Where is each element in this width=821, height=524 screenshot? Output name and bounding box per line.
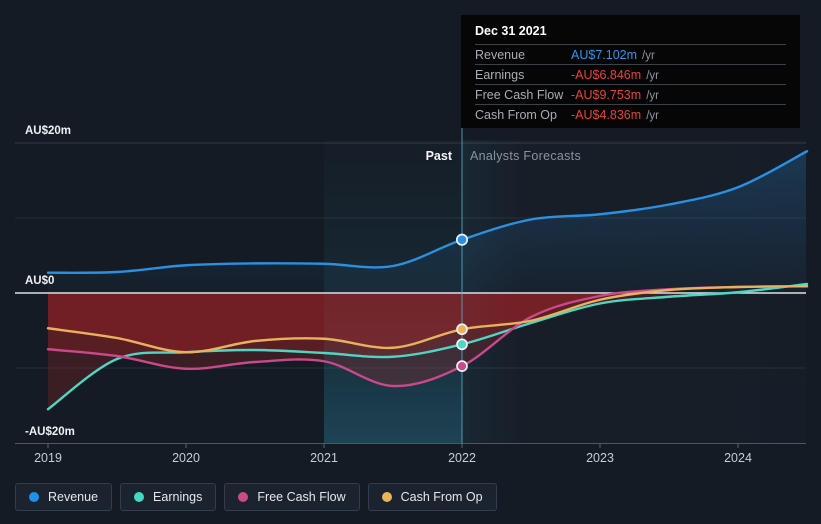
legend-label: Cash From Op: [400, 490, 483, 504]
y-axis-label-neg20m: -AU$20m: [25, 426, 75, 438]
legend-toggle-cash-from-op[interactable]: Cash From Op: [367, 483, 497, 511]
legend-toggle-revenue[interactable]: Revenue: [15, 483, 113, 511]
cash-from-op-marker-dot[interactable]: [456, 323, 468, 336]
tooltip-value: AU$7.102m: [571, 47, 638, 62]
tooltip-label: Revenue: [475, 47, 526, 62]
tooltip-label: Free Cash Flow: [475, 87, 564, 102]
legend-toggle-earnings[interactable]: Earnings: [120, 483, 217, 511]
tooltip-value: -AU$6.846m: [571, 67, 642, 82]
revenue-line: [46, 150, 809, 274]
tooltip-unit: /yr: [646, 109, 659, 122]
tooltip-label: Earnings: [475, 67, 525, 82]
earnings-line: [46, 282, 809, 411]
free-cash-flow-color-dot-icon: [238, 492, 249, 502]
y-axis-label-20m: AU$20m: [25, 125, 72, 137]
revenue-color-dot-icon: [29, 492, 39, 502]
x-axis-label-2020: 2020: [172, 451, 200, 465]
revenue-positive-area: [48, 151, 806, 293]
past-section-label: Past: [425, 149, 452, 163]
chart-legend: Revenue Earnings Free Cash Flow Cash Fro…: [15, 483, 497, 511]
chart-tooltip: Dec 31 2021 Revenue AU$7.102m /yr Earnin…: [461, 15, 800, 128]
tooltip-date: Dec 31 2021: [475, 24, 547, 38]
earnings-revenue-history-chart[interactable]: [0, 0, 821, 470]
cash-from-op-negative-area: [48, 293, 635, 353]
x-axis-label-2023: 2023: [586, 451, 614, 465]
revenue-marker-dot[interactable]: [455, 233, 469, 246]
earnings-marker-dot[interactable]: [456, 338, 468, 351]
tooltip-unit: /yr: [646, 69, 659, 82]
tooltip-row-earnings: Earnings -AU$6.846m /yr: [475, 64, 786, 84]
x-axis-label-2021: 2021: [310, 451, 338, 465]
legend-label: Earnings: [153, 490, 203, 504]
tooltip-row-free-cash-flow: Free Cash Flow -AU$9.753m /yr: [475, 84, 786, 104]
tooltip-value: -AU$9.753m: [571, 87, 642, 102]
earnings-negative-area: [48, 293, 718, 410]
legend-label: Free Cash Flow: [257, 490, 346, 504]
tooltip-label: Cash From Op: [475, 107, 557, 122]
cash-from-op-line: [46, 285, 809, 354]
legend-label: Revenue: [48, 490, 99, 504]
tooltip-unit: /yr: [646, 89, 659, 102]
x-axis-label-2019: 2019: [34, 451, 62, 465]
cash-from-op-color-dot-icon: [381, 492, 392, 502]
tooltip-row-revenue: Revenue AU$7.102m /yr: [475, 44, 786, 64]
analysts-forecasts-section-label: Analysts Forecasts: [470, 149, 581, 163]
free-cash-flow-marker-dot[interactable]: [456, 360, 468, 372]
y-axis-label-0: AU$0: [25, 275, 55, 287]
tooltip-value: -AU$4.836m: [571, 107, 642, 122]
earnings-color-dot-icon: [134, 492, 145, 502]
tooltip-unit: /yr: [642, 49, 655, 62]
tooltip-row-cash-from-op: Cash From Op -AU$4.836m /yr: [475, 104, 786, 124]
x-axis-label-2024: 2024: [724, 451, 752, 465]
x-axis-label-2022: 2022: [448, 451, 476, 465]
legend-toggle-free-cash-flow[interactable]: Free Cash Flow: [224, 483, 360, 511]
